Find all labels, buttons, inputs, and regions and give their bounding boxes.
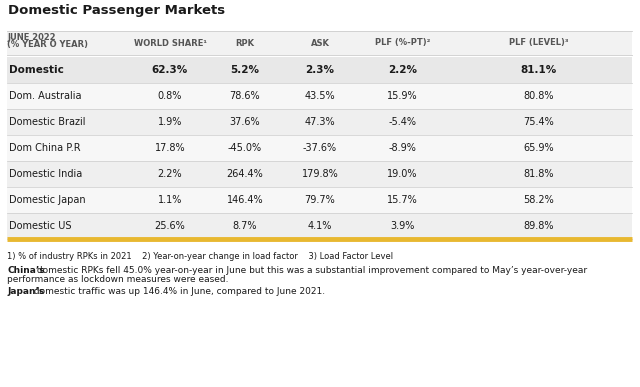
Text: 79.7%: 79.7% — [305, 195, 335, 205]
Text: 78.6%: 78.6% — [230, 91, 260, 101]
Text: Dom. Australia: Dom. Australia — [9, 91, 81, 101]
Text: -45.0%: -45.0% — [228, 143, 262, 153]
Text: 25.6%: 25.6% — [155, 221, 186, 231]
Text: 15.7%: 15.7% — [387, 195, 418, 205]
Text: 43.5%: 43.5% — [305, 91, 335, 101]
Text: China’s: China’s — [7, 266, 45, 275]
Text: -5.4%: -5.4% — [388, 117, 417, 127]
Text: domestic traffic was up 146.4% in June, compared to June 2021.: domestic traffic was up 146.4% in June, … — [31, 288, 325, 296]
Text: Domestic Passenger Markets: Domestic Passenger Markets — [8, 4, 225, 17]
Bar — [7, 83, 632, 109]
Text: 0.8%: 0.8% — [158, 91, 182, 101]
Text: 179.8%: 179.8% — [301, 169, 339, 179]
Text: 264.4%: 264.4% — [227, 169, 264, 179]
Text: 8.7%: 8.7% — [233, 221, 257, 231]
Text: Dom China P.R: Dom China P.R — [9, 143, 81, 153]
Text: performance as lockdown measures were eased.: performance as lockdown measures were ea… — [7, 274, 228, 284]
Text: 15.9%: 15.9% — [387, 91, 418, 101]
Text: 2.3%: 2.3% — [305, 65, 335, 75]
Text: ASK: ASK — [310, 38, 330, 48]
Text: 1.9%: 1.9% — [158, 117, 182, 127]
Text: 65.9%: 65.9% — [523, 143, 554, 153]
Bar — [7, 135, 632, 161]
Text: 17.8%: 17.8% — [155, 143, 186, 153]
Text: 2.2%: 2.2% — [388, 65, 417, 75]
Text: 58.2%: 58.2% — [523, 195, 554, 205]
Text: 5.2%: 5.2% — [230, 65, 259, 75]
Text: 1.1%: 1.1% — [158, 195, 182, 205]
Text: -37.6%: -37.6% — [303, 143, 337, 153]
Text: 81.8%: 81.8% — [524, 169, 554, 179]
Text: 1) % of industry RPKs in 2021    2) Year-on-year change in load factor    3) Loa: 1) % of industry RPKs in 2021 2) Year-on… — [7, 252, 393, 261]
Text: Domestic US: Domestic US — [9, 221, 72, 231]
Text: 89.8%: 89.8% — [524, 221, 554, 231]
Text: WORLD SHARE¹: WORLD SHARE¹ — [134, 38, 207, 48]
Text: -8.9%: -8.9% — [388, 143, 417, 153]
Bar — [7, 31, 632, 55]
Bar — [7, 213, 632, 239]
Text: 47.3%: 47.3% — [305, 117, 335, 127]
Text: 3.9%: 3.9% — [390, 221, 415, 231]
Bar — [7, 57, 632, 83]
Bar — [7, 109, 632, 135]
Text: 4.1%: 4.1% — [308, 221, 332, 231]
Text: PLF (LEVEL)³: PLF (LEVEL)³ — [509, 38, 568, 48]
Text: Domestic: Domestic — [9, 65, 64, 75]
Text: Domestic Japan: Domestic Japan — [9, 195, 86, 205]
Text: Domestic Brazil: Domestic Brazil — [9, 117, 86, 127]
Bar — [7, 161, 632, 187]
Text: Domestic India: Domestic India — [9, 169, 83, 179]
Text: 19.0%: 19.0% — [387, 169, 418, 179]
Text: 80.8%: 80.8% — [524, 91, 554, 101]
Text: 2.2%: 2.2% — [157, 169, 182, 179]
Text: 146.4%: 146.4% — [227, 195, 263, 205]
Text: 37.6%: 37.6% — [230, 117, 260, 127]
Text: Japan’s: Japan’s — [7, 288, 44, 296]
Text: domestic RPKs fell 45.0% year-on-year in June but this was a substantial improve: domestic RPKs fell 45.0% year-on-year in… — [34, 266, 587, 275]
Text: 75.4%: 75.4% — [523, 117, 554, 127]
Text: PLF (%-PT)²: PLF (%-PT)² — [375, 38, 430, 48]
Text: JUNE 2022: JUNE 2022 — [7, 33, 56, 42]
Text: 62.3%: 62.3% — [152, 65, 188, 75]
Bar — [7, 187, 632, 213]
Text: (% YEAR O YEAR): (% YEAR O YEAR) — [7, 40, 88, 49]
Text: 81.1%: 81.1% — [520, 65, 557, 75]
Text: RPK: RPK — [236, 38, 255, 48]
